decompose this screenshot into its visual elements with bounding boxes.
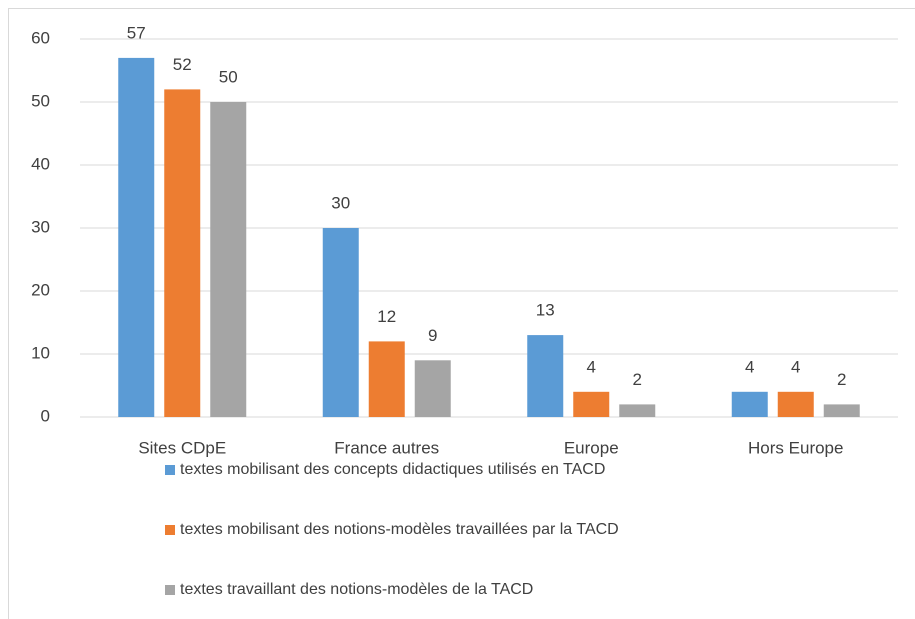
legend-swatch bbox=[165, 525, 175, 535]
bar bbox=[322, 228, 359, 417]
bar bbox=[777, 391, 814, 417]
bar bbox=[210, 102, 247, 417]
data-label: 52 bbox=[173, 55, 192, 74]
data-label: 9 bbox=[428, 326, 437, 345]
x-tick-label: Europe bbox=[564, 438, 619, 457]
x-tick-label: France autres bbox=[334, 438, 439, 457]
y-tick-label: 40 bbox=[31, 154, 50, 173]
bar bbox=[118, 57, 155, 418]
bar bbox=[368, 341, 405, 417]
y-tick-label: 30 bbox=[31, 217, 50, 236]
data-label: 57 bbox=[127, 23, 146, 42]
bar bbox=[823, 404, 860, 417]
legend-swatch bbox=[165, 585, 175, 595]
legend-label: textes travaillant des notions-modèles d… bbox=[180, 581, 533, 598]
data-label: 4 bbox=[745, 357, 754, 376]
bar bbox=[619, 404, 656, 417]
y-tick-label: 20 bbox=[31, 280, 50, 299]
x-tick-label: Hors Europe bbox=[748, 438, 843, 457]
data-label: 2 bbox=[837, 370, 846, 389]
y-tick-label: 10 bbox=[31, 343, 50, 362]
chart-border bbox=[8, 8, 915, 619]
data-label: 13 bbox=[536, 301, 555, 320]
legend: textes mobilisant des concepts didactiqu… bbox=[165, 461, 619, 598]
bar bbox=[527, 335, 564, 417]
data-label: 2 bbox=[633, 370, 642, 389]
y-tick-label: 50 bbox=[31, 91, 50, 110]
bar bbox=[573, 391, 610, 417]
legend-swatch bbox=[165, 465, 175, 475]
data-label: 30 bbox=[331, 193, 350, 212]
data-label: 50 bbox=[219, 67, 238, 86]
y-tick-label: 0 bbox=[41, 406, 50, 425]
bar bbox=[731, 391, 768, 417]
data-label: 4 bbox=[791, 357, 800, 376]
data-label: 4 bbox=[587, 357, 596, 376]
legend-label: textes mobilisant des notions-modèles tr… bbox=[180, 521, 619, 538]
y-tick-label: 60 bbox=[31, 28, 50, 47]
legend-label: textes mobilisant des concepts didactiqu… bbox=[180, 461, 605, 478]
bar bbox=[414, 360, 451, 417]
bar bbox=[164, 89, 201, 418]
x-tick-label: Sites CDpE bbox=[138, 438, 226, 457]
data-label: 12 bbox=[377, 307, 396, 326]
